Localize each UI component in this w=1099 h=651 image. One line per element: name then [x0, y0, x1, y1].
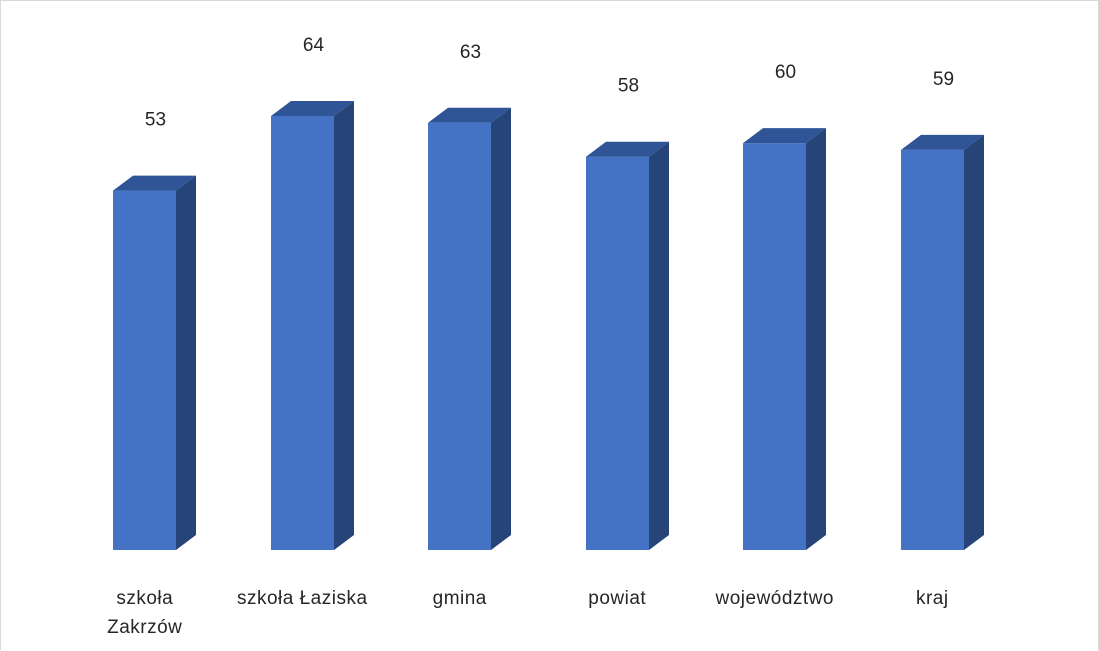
bar-top — [586, 141, 669, 157]
bar-top — [113, 175, 196, 191]
category-label: kraj — [916, 588, 949, 609]
bar — [428, 122, 491, 550]
bar — [743, 143, 806, 550]
bar-side — [334, 101, 354, 550]
bar-group: 60 województwo — [715, 62, 835, 609]
bar-side — [649, 141, 669, 550]
data-label: 58 — [618, 76, 639, 97]
bar-group: 63 gmina — [428, 42, 511, 609]
bar-top — [743, 128, 826, 144]
data-label: 64 — [303, 35, 325, 56]
data-label: 59 — [933, 69, 954, 90]
bar — [113, 190, 176, 550]
data-label: 60 — [775, 62, 796, 83]
bar-side — [806, 128, 826, 550]
category-label: gmina — [433, 588, 487, 609]
category-label: województwo — [715, 588, 835, 609]
data-label: 63 — [460, 42, 481, 63]
bar-top — [428, 107, 511, 123]
bar — [901, 149, 964, 550]
category-label: szkoła Łaziska — [237, 588, 368, 609]
bar-side — [176, 175, 196, 550]
category-label: powiat — [588, 588, 646, 609]
bar-group: 58 powiat — [586, 76, 669, 609]
bar-top — [271, 101, 354, 116]
category-label: szkoła Zakrzów — [107, 588, 182, 638]
bar-side — [491, 107, 511, 550]
bar-top — [901, 134, 984, 150]
bar-side — [964, 134, 984, 550]
bar-group: 59 kraj — [901, 69, 984, 609]
bar-group: 64 szkoła Łaziska — [237, 35, 368, 609]
bar — [271, 116, 334, 550]
bar-group: 53 szkoła Zakrzów — [107, 110, 196, 638]
data-label: 53 — [145, 110, 166, 131]
bar — [586, 156, 649, 550]
